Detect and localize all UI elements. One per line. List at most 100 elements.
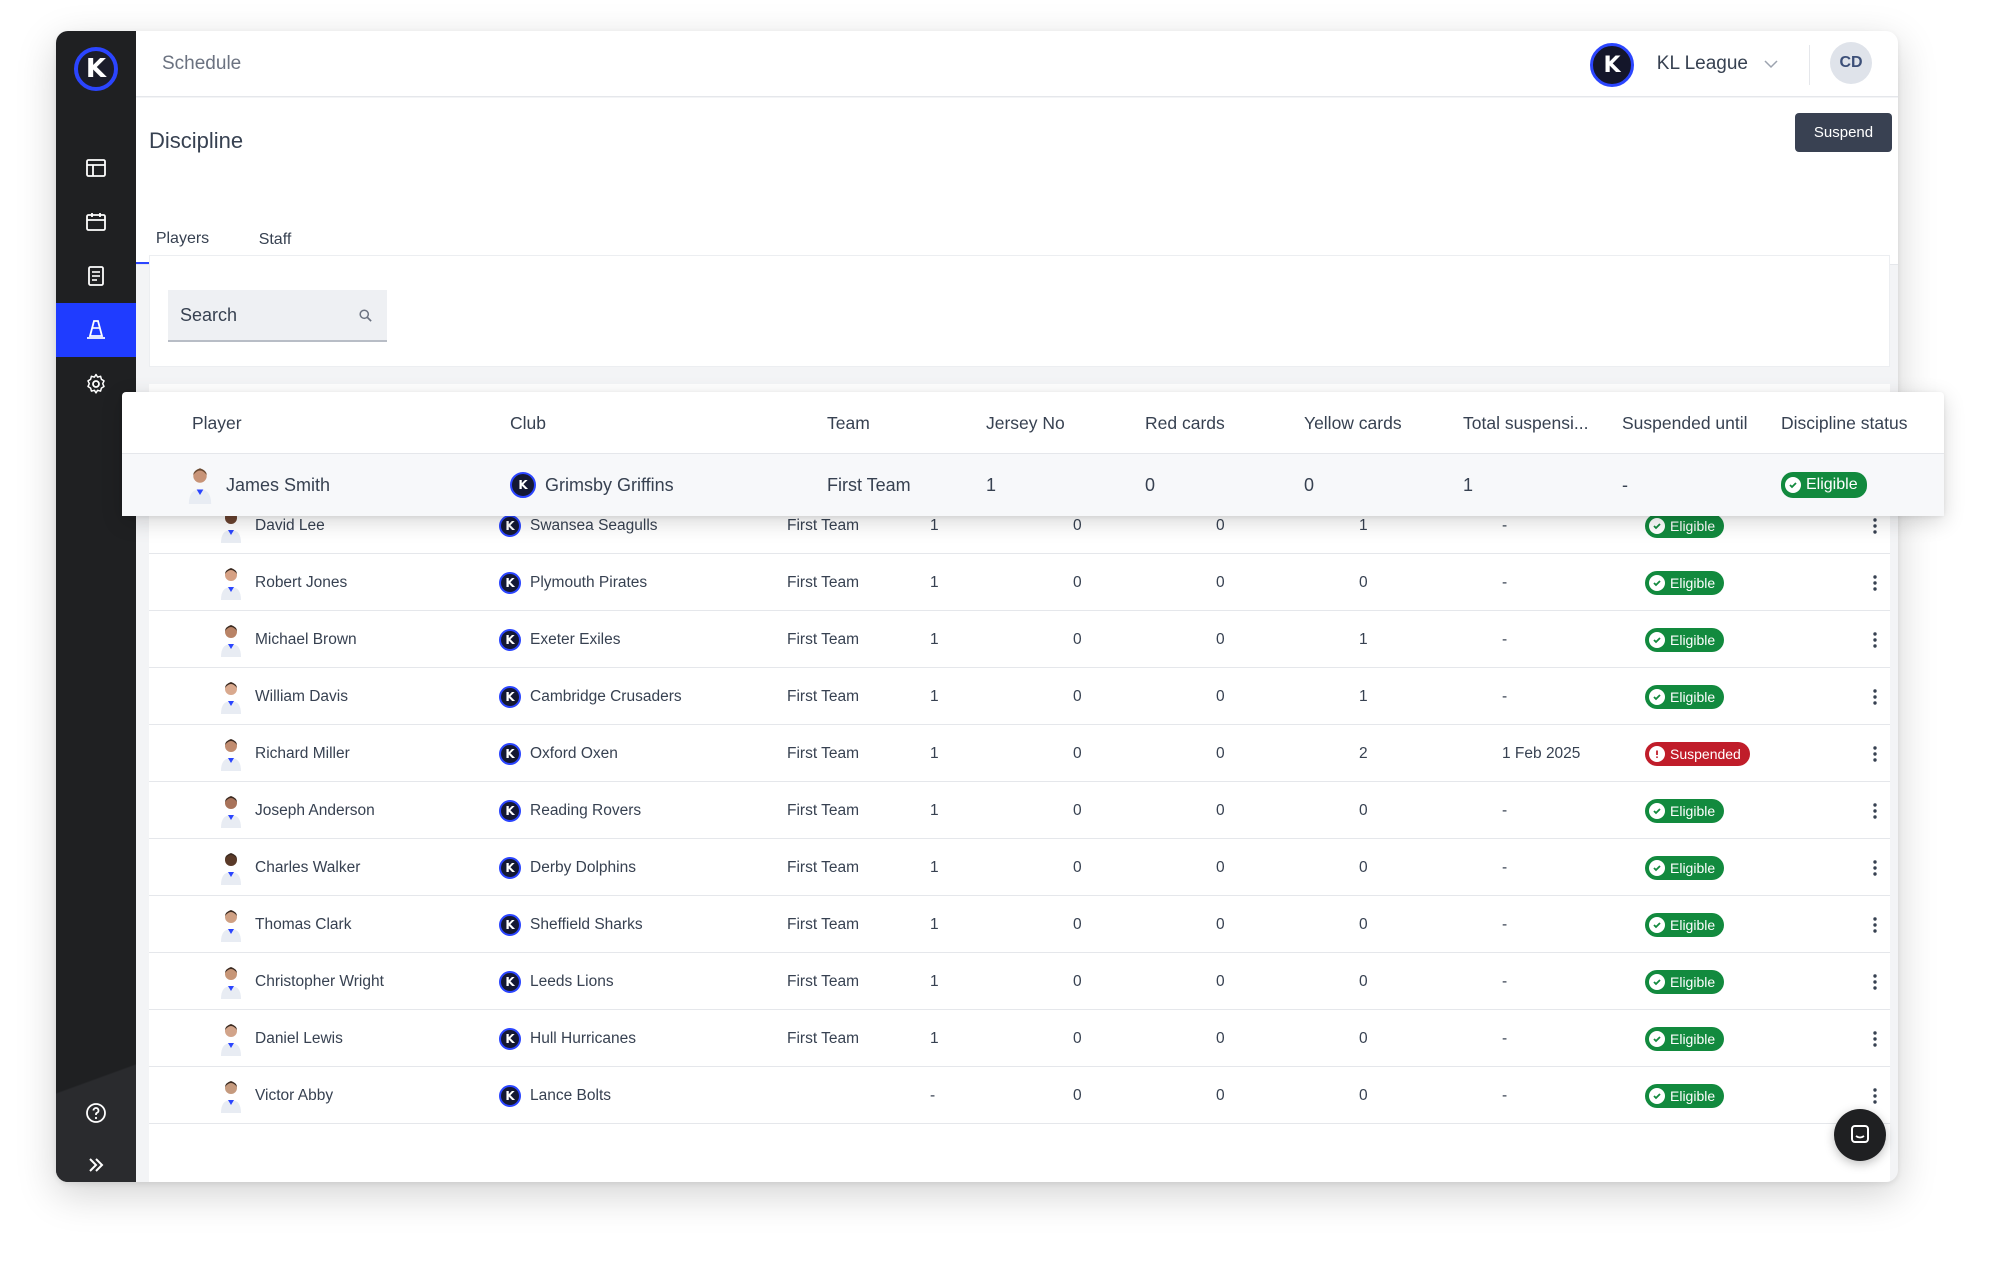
breadcrumb[interactable]: Schedule [162,53,242,74]
dashboard-icon [86,159,106,177]
search-icon[interactable] [358,308,373,323]
tab-staff[interactable]: Staff [258,231,292,248]
column-header-total-suspensions[interactable]: Total suspensi... [1463,412,1589,433]
document-icon [88,266,104,286]
player-cell: Thomas Clark [219,896,351,953]
suspended-until-cell: - [1502,858,1508,876]
player-name: Charles Walker [255,858,361,876]
club-cell: K Reading Rovers [499,782,641,839]
column-header-discipline-status[interactable]: Discipline status [1781,412,1908,433]
chevron-down-icon[interactable] [1762,55,1780,73]
jersey-cell: 1 [930,573,939,591]
settings-nav-item[interactable] [56,357,136,411]
expand-sidebar-button[interactable] [56,1138,136,1182]
table-row[interactable]: Richard Miller K Oxford Oxen First Team 1 0 0 2… [149,725,1890,782]
status-label: Eligible [1670,802,1716,819]
club-badge-icon: K [499,628,521,651]
status-label: Suspended [1670,745,1741,762]
jersey-cell: 1 [930,915,939,933]
more-vertical-icon[interactable] [1865,516,1885,536]
row-actions [1865,782,1885,839]
team-cell: First Team [787,801,860,819]
suspend-button[interactable]: Suspend [1795,113,1892,152]
user-avatar[interactable]: CD [1830,42,1872,84]
table-row[interactable]: William Davis K Cambridge Crusaders First T… [149,668,1890,725]
status-cell: Eligible [1645,953,1725,1010]
status-cell: Suspended [1645,725,1750,782]
suspended-until-cell: - [1502,630,1508,648]
player-name: William Davis [255,687,348,705]
player-name: Christopher Wright [255,972,384,990]
column-header-red-cards[interactable]: Red cards [1145,412,1225,433]
red-cards-cell: 0 [1073,630,1082,648]
more-vertical-icon[interactable] [1865,1086,1885,1106]
club-badge-icon: K [510,472,536,498]
status-cell: Eligible [1645,1067,1725,1124]
yellow-cards-cell: 0 [1216,630,1225,648]
league-selector[interactable]: KL League [1656,53,1748,74]
calendar-icon [86,213,106,231]
more-vertical-icon[interactable] [1865,801,1885,821]
row-actions [1865,497,1885,554]
club-cell: K Lance Bolts [499,1067,611,1124]
more-vertical-icon[interactable] [1865,687,1885,707]
suspended-until-cell: - [1622,474,1628,495]
calendar-nav-item[interactable] [56,195,136,249]
yellow-cards-cell: 0 [1216,858,1225,876]
total-suspensions-cell: 1 [1463,474,1474,495]
table-row[interactable]: Victor Abby K Lance Bolts - 0 0 0 - Eligible [149,1067,1890,1124]
status-cell: Eligible [1645,896,1725,953]
alert-circle-icon [1649,745,1665,762]
player-name: Joseph Anderson [255,801,375,819]
players-table: John DoeKPortsmouth PhoenixFirst Team100… [149,384,1890,1182]
club-badge-icon: K [499,571,521,594]
table-row[interactable]: Christopher Wright K Leeds Lions First Team… [149,953,1890,1010]
table-row[interactable]: Robert Jones K Plymouth Pirates First Team 1… [149,554,1890,611]
table-row[interactable]: Joseph Anderson K Reading Rovers First Team… [149,782,1890,839]
more-vertical-icon[interactable] [1865,972,1885,992]
status-badge: Eligible [1645,570,1725,595]
total-suspensions-cell: 2 [1359,744,1368,762]
table-row[interactable]: Daniel Lewis K Hull Hurricanes First Team 1 0… [149,1010,1890,1067]
column-header-player[interactable]: Player [192,412,242,433]
column-header-club[interactable]: Club [510,412,546,433]
chat-button[interactable] [1834,1109,1886,1161]
column-header-yellow-cards[interactable]: Yellow cards [1304,412,1402,433]
more-vertical-icon[interactable] [1865,858,1885,878]
more-vertical-icon[interactable] [1865,573,1885,593]
check-circle-icon [1649,859,1665,876]
suspended-until-cell: - [1502,972,1508,990]
jersey-cell: 1 [930,858,939,876]
search-field[interactable] [168,290,387,342]
table-row[interactable]: David Lee K Swansea Seagulls First Team 1 0 0 1… [149,497,1890,554]
more-vertical-icon[interactable] [1865,630,1885,650]
check-circle-icon [1649,688,1665,705]
club-cell: K Leeds Lions [499,953,614,1010]
jersey-cell: 1 [930,516,939,534]
app-logo[interactable]: K [74,47,118,91]
table-row[interactable]: Michael Brown K Exeter Exiles First Team 1 0 0… [149,611,1890,668]
check-circle-icon [1649,1030,1665,1047]
more-vertical-icon[interactable] [1865,1029,1885,1049]
document-nav-item[interactable] [56,249,136,303]
status-label: Eligible [1670,517,1716,534]
total-suspensions-cell: 0 [1359,858,1368,876]
chat-icon [1851,1125,1869,1143]
status-label: Eligible [1670,574,1716,591]
dashboard-nav-item[interactable] [56,141,136,195]
column-header-team[interactable]: Team [827,412,870,433]
column-header-jersey[interactable]: Jersey No [986,412,1065,433]
more-vertical-icon[interactable] [1865,744,1885,764]
status-badge: Suspended [1645,741,1750,766]
red-cards-cell: 0 [1145,474,1156,495]
player-cell: Robert Jones [219,554,347,611]
table-row[interactable]: Thomas Clark K Sheffield Sharks First Team 1… [149,896,1890,953]
table-row-highlighted[interactable]: James Smith K Grimsby Griffins First Tea… [122,454,1944,516]
discipline-nav-item[interactable] [56,303,136,357]
player-photo [221,1023,241,1056]
more-vertical-icon[interactable] [1865,915,1885,935]
help-nav-item[interactable] [56,1086,136,1140]
search-input[interactable] [180,304,350,326]
table-row[interactable]: Charles Walker K Derby Dolphins First Team 1… [149,839,1890,896]
column-header-suspended-until[interactable]: Suspended until [1622,412,1748,433]
